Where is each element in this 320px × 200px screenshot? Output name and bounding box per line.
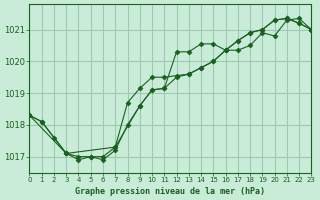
X-axis label: Graphe pression niveau de la mer (hPa): Graphe pression niveau de la mer (hPa) xyxy=(76,187,265,196)
